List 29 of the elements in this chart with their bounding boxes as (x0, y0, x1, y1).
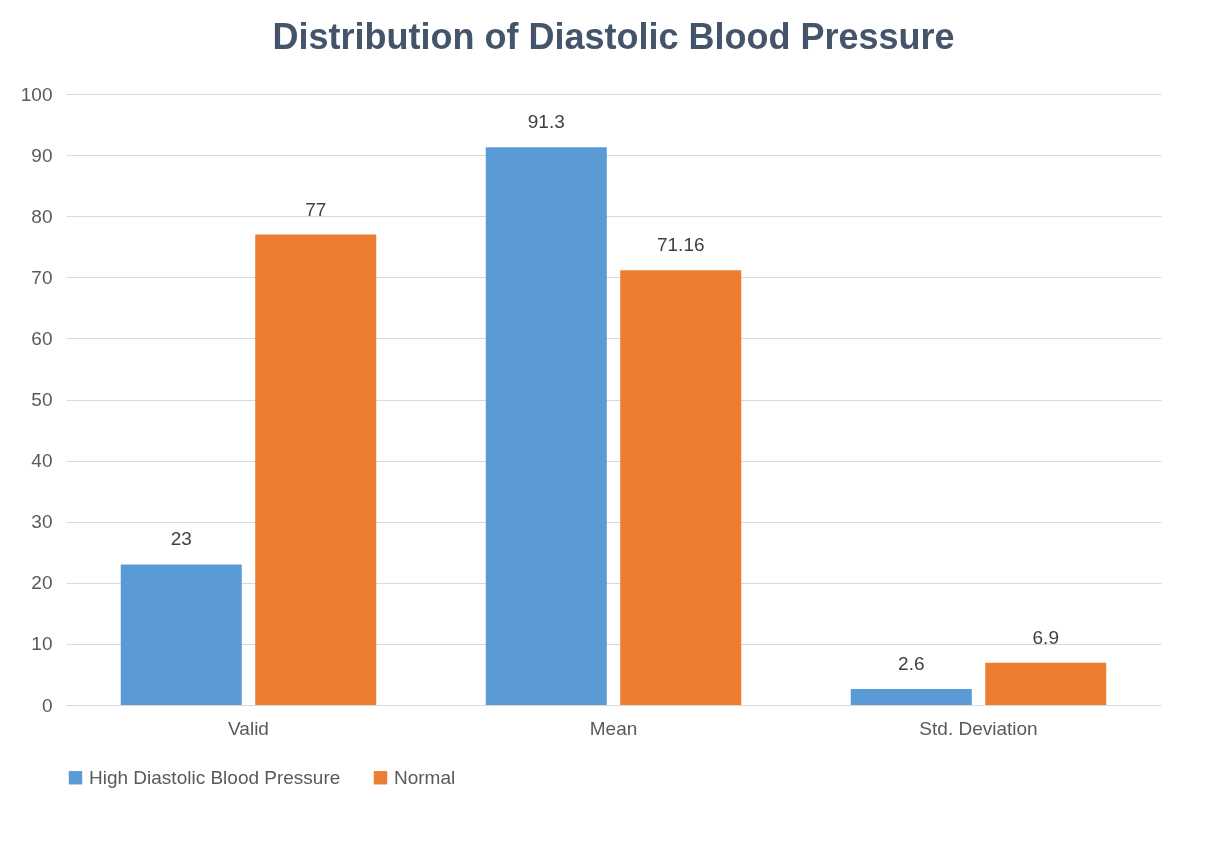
y-tick-label: 20 (31, 572, 53, 594)
bar (120, 564, 242, 705)
y-tick-label: 40 (31, 450, 53, 472)
y-tick-label: 70 (31, 266, 53, 288)
bar (850, 689, 972, 705)
y-tick-label: 60 (31, 327, 53, 349)
data-label: 2.6 (898, 653, 925, 675)
y-tick-label: 50 (31, 389, 53, 410)
y-tick-label: 0 (41, 694, 53, 716)
bar (985, 662, 1107, 705)
bar (255, 234, 377, 705)
y-tick-label: 80 (31, 205, 53, 227)
data-label: 91.3 (527, 111, 565, 133)
bar (485, 147, 607, 705)
x-tick-label: Valid (228, 717, 269, 739)
y-tick-label: 30 (31, 511, 53, 533)
data-label: 77 (305, 198, 327, 220)
bar (620, 270, 742, 705)
y-tick-label: 10 (31, 633, 53, 655)
legend-label: High Diastolic Blood Pressure (89, 766, 341, 788)
legend-label: Normal (394, 766, 456, 788)
x-tick-label: Mean (589, 717, 638, 739)
y-tick-label: 100 (20, 83, 53, 105)
chart-title: Distribution of Diastolic Blood Pressure (272, 16, 955, 57)
data-label: 6.9 (1032, 626, 1059, 648)
data-label: 71.16 (656, 234, 705, 256)
data-label: 23 (170, 528, 192, 550)
y-tick-label: 90 (31, 144, 53, 166)
x-tick-label: Std. Deviation (919, 717, 1038, 739)
